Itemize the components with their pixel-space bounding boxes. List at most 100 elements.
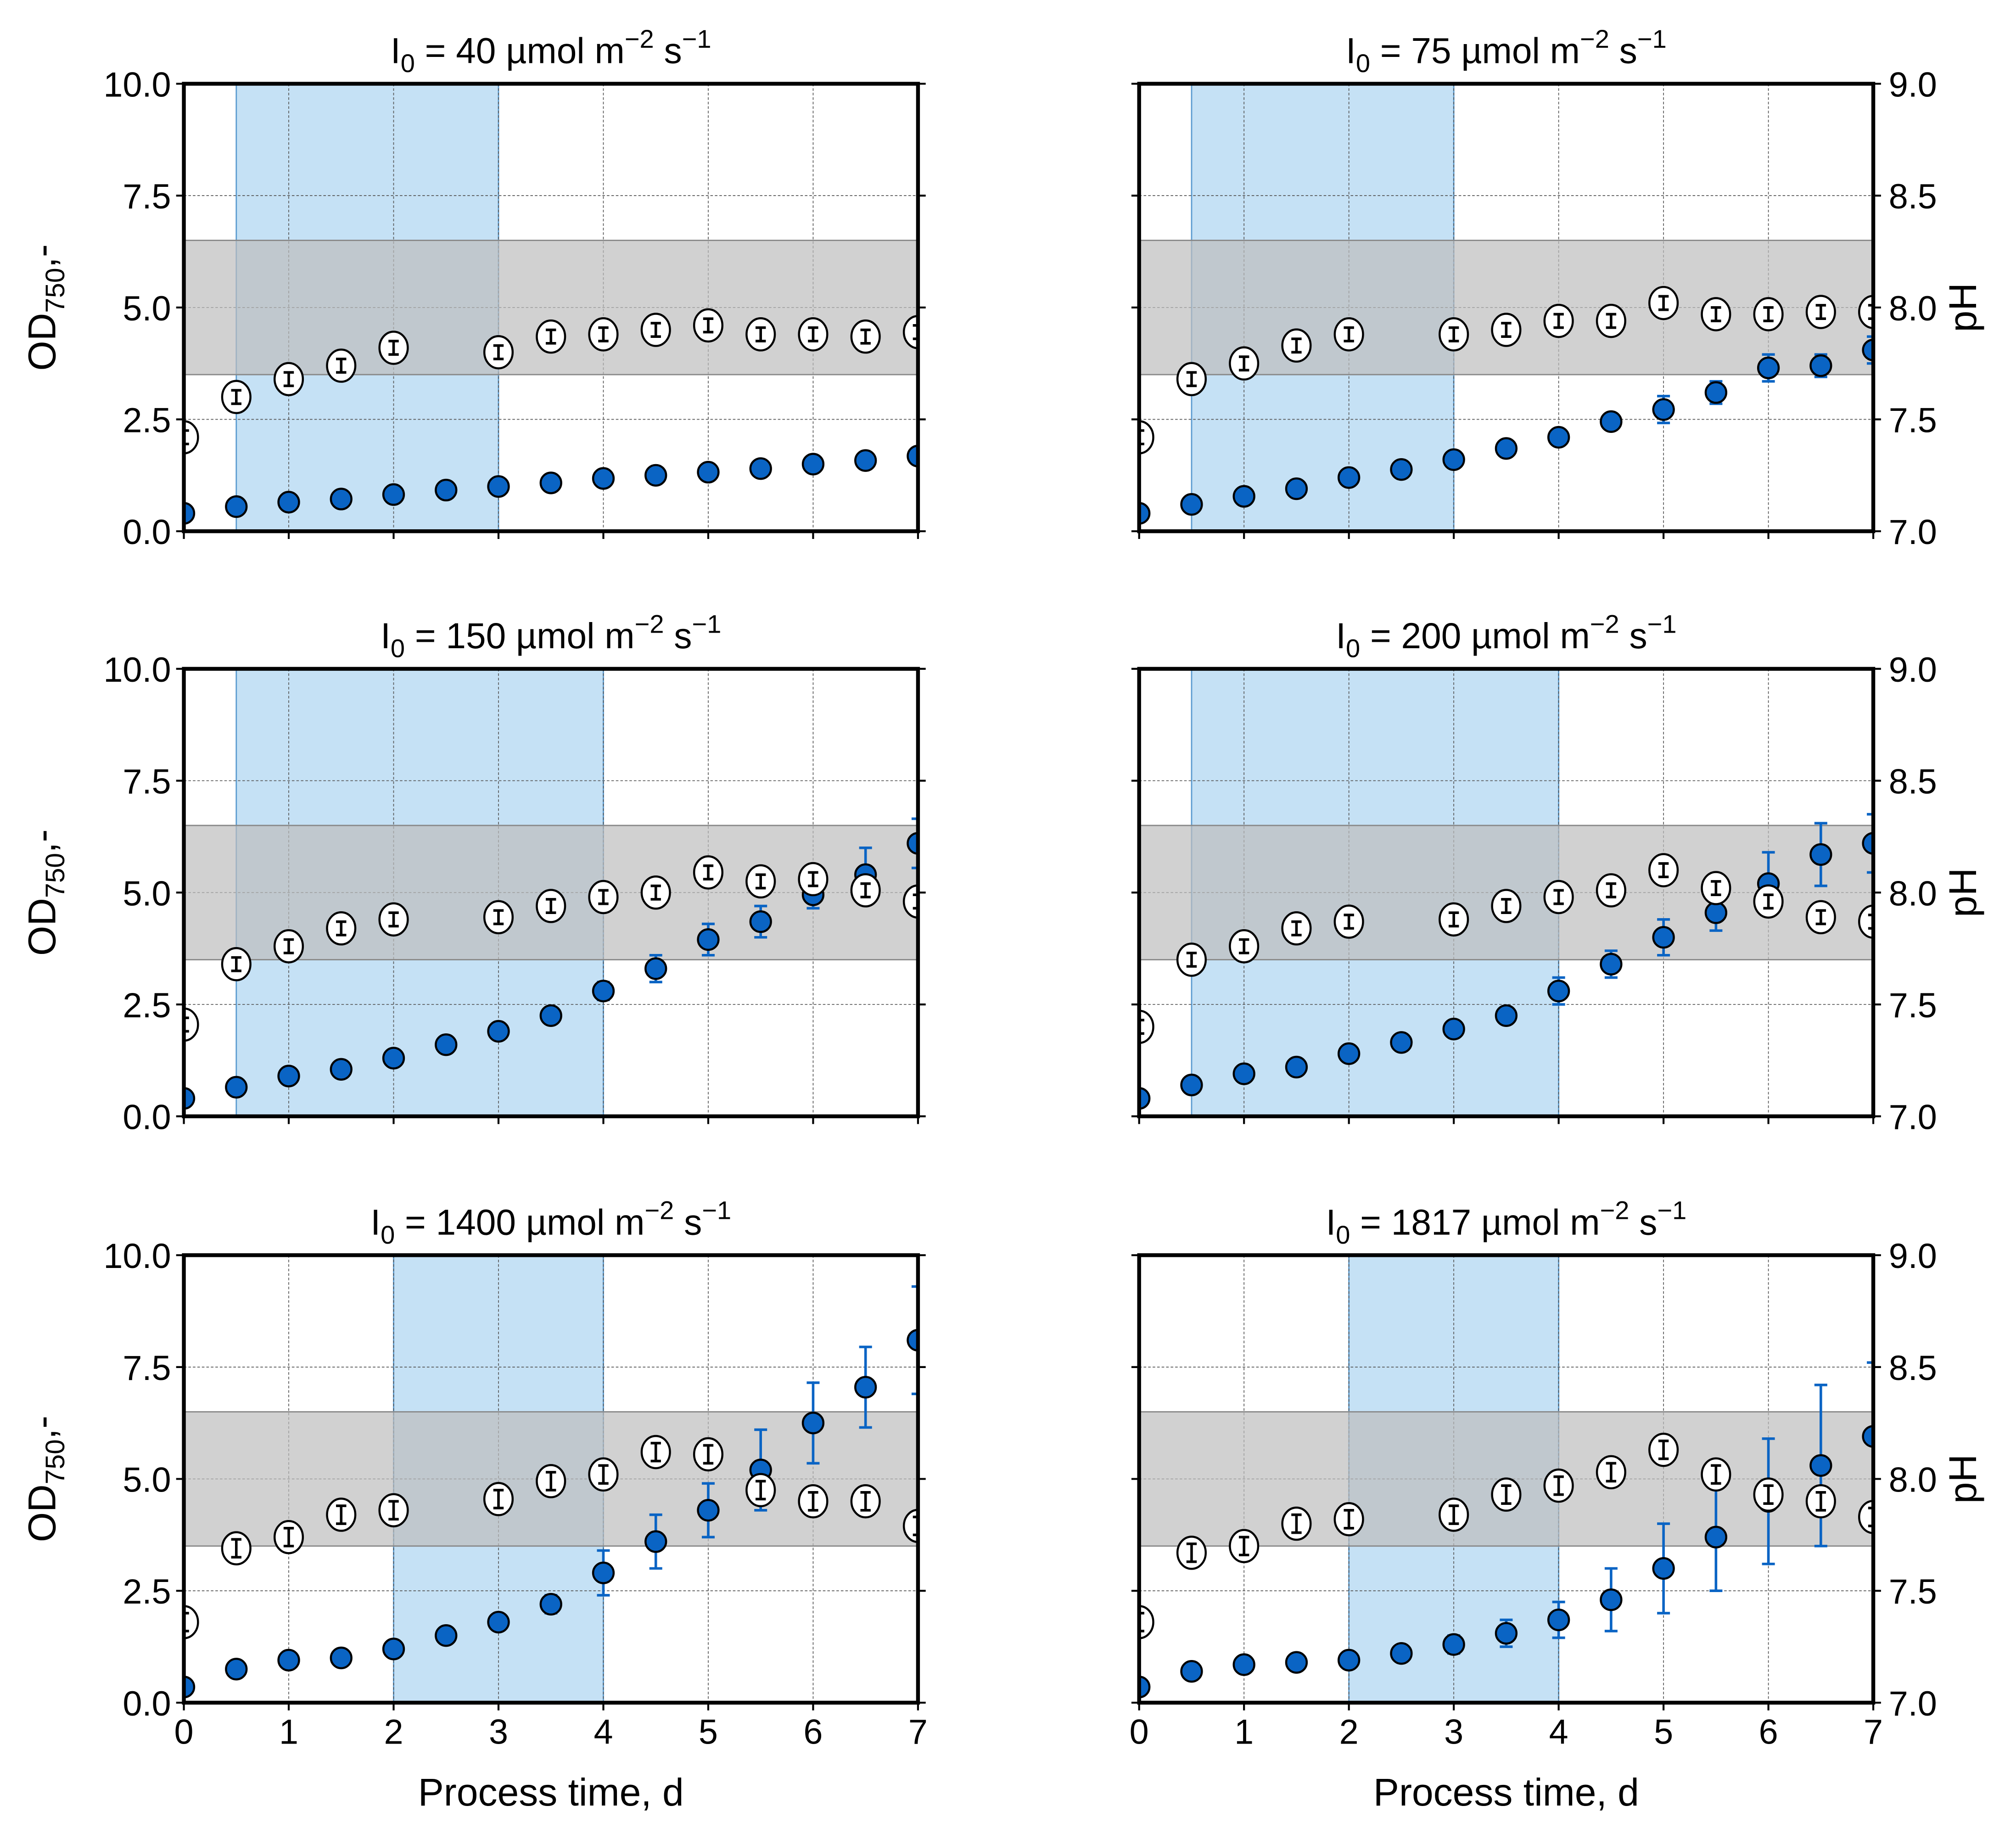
od-point [1704,381,1728,404]
od-point [1809,1454,1832,1477]
title-part: 0 [381,1220,395,1249]
x-axis-label: Process time, d [1373,1771,1639,1814]
od-point [1809,354,1832,377]
od-point [1652,1557,1675,1580]
y-tick-label-left: 0.0 [123,1099,171,1137]
y-tick-label-right: 7.0 [1889,513,1937,552]
ylabel-suffix: ,- [20,1416,63,1439]
plot-area [1139,1255,1874,1703]
title-part: 0 [401,49,415,78]
title-part: = [1350,1202,1391,1242]
y-axis-label-left: OD750,- [20,1416,70,1542]
ylabel-suffix: ,- [20,830,63,853]
plot-area [1139,84,1874,532]
y-tick-label-left: 2.5 [123,1573,171,1611]
title-part: 0 [391,634,405,663]
title-part: −1 [1657,1196,1686,1225]
title-part: s [1629,1202,1657,1242]
ph-target-band [1139,240,1874,376]
od-point [749,457,772,480]
title-part: −2 [635,609,664,638]
od-point [907,832,918,855]
x-tick-label: 6 [803,1713,823,1752]
od-point [1495,1622,1518,1645]
x-tick-label: 7 [908,1713,928,1752]
y-tick-label-left: 2.5 [123,402,171,440]
od-point [539,471,562,494]
title-part: = [1360,616,1401,656]
ph-point [1139,1010,1154,1044]
ylabel-sub: 750 [40,268,70,313]
y-tick-label-right: 7.5 [1889,987,1937,1025]
panel-40: 0.0 2.5 5.0 7.5 10.0 I0 = 40 µmol m−2 s−1 OD75… [20,24,926,552]
y-tick-label-right: 8.5 [1889,1349,1937,1388]
x-tick-label: 0 [1130,1713,1149,1752]
panel-title: I0 = 200 µmol m−2 s−1 [1336,609,1676,662]
od-point [1600,953,1623,976]
title-part: µmol m [1461,616,1590,656]
x-tick-label: 4 [594,1713,613,1752]
x-tick-label: 7 [1864,1713,1883,1752]
y-tick-label-right: 7.5 [1889,402,1937,440]
ph-target-band [184,240,918,376]
ph-point [1139,420,1154,454]
od-point [1862,1425,1874,1448]
od-point [1652,926,1675,949]
od-point [1232,485,1255,508]
title-part: s [1619,616,1647,656]
od-point [1600,410,1623,433]
ylabel-sub: 750 [40,1439,70,1484]
plot-area [184,84,918,532]
y-tick-label-left: 2.5 [123,987,171,1025]
title-part: µmol m [506,616,634,656]
plot-area [1139,668,1874,1116]
od-point [1442,1017,1465,1041]
title-part: I [1326,1202,1336,1242]
od-point [907,444,918,468]
od-point [1757,356,1780,380]
od-point [435,478,458,502]
od-point [1139,1676,1151,1699]
y-tick-label-right: 9.0 [1889,1237,1937,1276]
od-point [539,1004,562,1027]
title-part: I [1346,31,1356,71]
title-part: 0 [1356,49,1370,78]
od-point [1139,502,1151,525]
y-tick-label-right: 8.5 [1889,178,1937,216]
od-point [1704,1526,1728,1548]
title-part: = [405,616,446,656]
title-part: I [391,31,401,71]
x-tick-label: 0 [174,1713,194,1752]
y-tick-label-left: 10.0 [103,651,171,690]
title-part: 0 [1346,634,1360,663]
y-tick-label-left: 10.0 [103,1237,171,1276]
title-part: µmol m [516,1202,644,1242]
title-part: −2 [644,1196,674,1225]
y-tick-label-right: 9.0 [1889,66,1937,104]
od-point [697,460,720,484]
od-point [1232,1653,1255,1676]
y-tick-label-left: 0.0 [123,1685,171,1723]
y-axis-label-left: OD750,- [20,244,70,370]
od-point [330,488,353,510]
ylabel-suffix: ,- [20,244,63,268]
od-point [1285,1055,1308,1079]
od-point [1338,1042,1361,1065]
od-point [184,1087,196,1110]
panel-1817: 0 1 2 3 4 5 6 77.07.58.08.59.0I0 = 1817 µmol m−… [1130,1196,1984,1814]
title-part: −1 [702,1196,731,1225]
ph-point [902,315,918,349]
title-part: µmol m [1471,1202,1600,1242]
ylabel-main: OD [20,313,63,371]
od-point [539,1593,562,1616]
od-point [487,475,510,498]
od-point [330,1646,353,1670]
title-part: = [1370,31,1411,71]
od-point [697,1499,720,1522]
x-tick-label: 5 [1654,1713,1673,1752]
od-point [1652,398,1675,421]
title-part: −2 [1580,24,1609,53]
plot-area [184,1255,918,1703]
y-tick-label-right: 8.0 [1889,875,1937,913]
